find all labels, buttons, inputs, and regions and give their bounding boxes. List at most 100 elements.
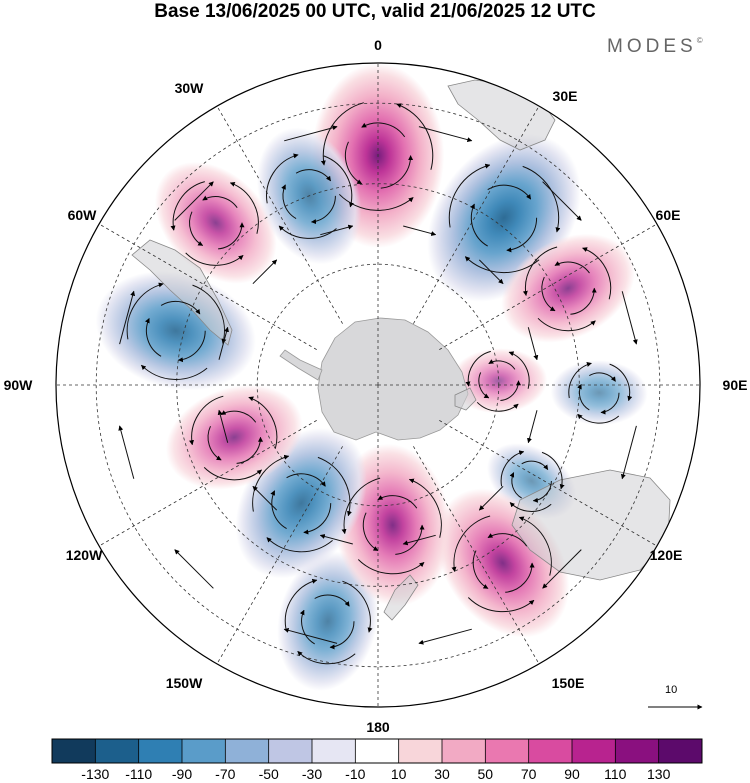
streamline-arrow [303,503,332,535]
streamline-arrow [396,103,434,170]
brand-name: MODES [607,36,697,57]
colorbar-tick-label: 30 [434,766,450,782]
streamline-arrow [361,122,406,138]
streamline-arrow [320,224,354,236]
streamline-arrow [476,401,519,412]
streamline-arrow [532,480,552,503]
streamline-arrow [541,276,556,312]
streamline-arrow [506,217,538,253]
streamline-arrow [338,193,414,211]
colorbar-swatch [658,739,703,763]
streamline-arrow [465,350,491,387]
streamline-arrow [472,550,489,589]
anomaly-negative-90e [550,360,648,426]
streamline-arrow [518,516,552,576]
streamline-arrow [402,534,436,546]
streamline-arrow [218,326,229,360]
streamline-arrow [344,141,363,185]
wind-streamlines [118,102,638,665]
streamline-arrow [299,609,315,645]
colorbar-swatch [615,739,659,763]
colorbar-swatch [52,739,96,763]
streamline-arrow [266,153,299,204]
kerguelen-outline [454,387,477,411]
streamline-arrow [500,450,525,487]
streamline-arrow [317,456,352,517]
colorbar-tick-label: 130 [647,766,671,782]
streamline-arrow [118,425,135,479]
streamline-arrow [488,359,516,370]
streamline-arrow [478,485,504,511]
streamline-arrow [467,597,535,613]
streamline-arrow [418,628,472,645]
map-title: Base 13/06/2025 00 UTC, valid 21/06/2025… [154,1,596,22]
streamline-arrow [141,364,208,380]
streamline-arrow [521,460,549,471]
colorbar-tick-label: 90 [564,766,580,782]
longitude-label-60e: 60E [655,207,681,223]
streamline-arrow [403,225,437,236]
streamline-arrow [320,102,364,166]
brand-logo: MODES© [607,36,703,58]
colorbar-tick-label: 110 [604,766,627,782]
streamline-arrow [542,549,582,589]
streamline-arrow [202,195,238,208]
streamline-arrow [281,184,297,220]
streamline-arrow [505,562,535,593]
longitude-label-30e: 30E [552,88,578,104]
streamline-arrow [451,515,491,572]
longitude-label-0: 0 [374,37,382,53]
reference-vector-label: 10 [665,684,678,696]
streamline-arrow [377,495,418,509]
streamline-arrow [582,247,612,300]
colorbar-tick-label: -110 [125,766,153,782]
streamline-arrow [589,372,616,382]
streamline-arrow [252,485,278,511]
streamline-arrow [203,467,262,481]
streamline-arrow [568,362,592,399]
streamline-arrow [207,425,222,461]
colorbar-tick-label: -10 [345,766,366,782]
longitude-label-150e: 150E [551,675,585,691]
streamline-arrow [329,621,355,650]
colorbar-swatch [182,739,226,763]
streamline-arrow [177,330,206,363]
streamline-arrow [297,650,356,665]
streamline-arrow [508,351,530,389]
latitude-circle [95,102,661,668]
streamline-arrow [362,512,379,552]
longitude-label-120w: 120W [65,547,103,563]
colorbar-tick-label: 10 [390,766,407,782]
streamline-arrow [408,478,442,538]
longitude-label-180: 180 [366,719,390,735]
copyright-mark: © [696,36,703,45]
streamline-arrow [395,524,425,555]
longitude-label-90e: 90E [722,377,748,393]
colorbar-tick-label: 50 [477,766,494,782]
streamline-arrow [541,451,565,490]
streamline-arrow [185,252,244,266]
streamline-arrow [500,380,521,401]
streamline-arrow [380,155,414,189]
colorbar-swatch [572,739,616,763]
streamline-arrow [570,287,597,315]
colorbar-swatch [268,739,313,763]
streamline-arrow [509,502,552,512]
streamline-arrow [478,372,490,399]
colorbar-tick-label: -50 [258,766,279,782]
colorbar-swatch [225,739,269,763]
longitude-label-120e: 120E [649,547,683,563]
streamline-arrow [189,395,224,446]
streamline-arrow [284,125,338,142]
streamline-arrow [314,594,350,607]
streamline-arrow [527,327,539,361]
streamline-arrow [522,165,561,233]
new-zealand-outline [383,574,419,621]
colorbar [51,738,703,764]
streamline-arrow [170,181,205,231]
streamline-arrow [278,225,337,239]
streamline-arrow [217,409,229,443]
colorbar-swatch [485,739,529,763]
streamline-arrow [527,410,538,444]
